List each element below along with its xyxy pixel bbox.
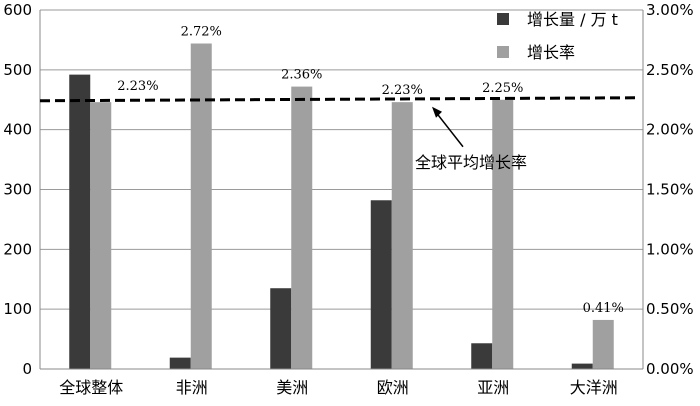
left-axis-ticks: 0 100 200 300 400 500 600 [3, 1, 32, 378]
data-label-rate: 2.36% [281, 68, 322, 83]
category-label: 全球整体 [59, 378, 123, 397]
data-labels: 2.23% 2.72% 2.36% 2.23% 2.25% 0.41% [117, 25, 624, 316]
bar-growth-rate [190, 43, 212, 370]
bar-growth-rate [492, 99, 514, 369]
category-label: 美洲 [276, 378, 308, 397]
category-label: 大洋洲 [570, 378, 618, 397]
category-label: 亚洲 [477, 378, 509, 397]
legend-label-rate: 增长率 [527, 43, 575, 62]
average-arrow [433, 109, 464, 148]
category-label: 非洲 [176, 378, 208, 397]
legend-swatch-rate [497, 46, 509, 58]
data-label-rate: 0.41% [583, 301, 624, 316]
right-tick-label: 2.00% [646, 121, 694, 139]
left-tick-label: 0 [22, 360, 32, 378]
axes [39, 10, 644, 370]
left-tick-label: 300 [3, 181, 32, 199]
bar-growth-amount [471, 343, 493, 369]
average-arrowhead [432, 106, 442, 118]
data-label-rate: 2.72% [181, 25, 222, 40]
category-label: 欧洲 [377, 378, 409, 397]
bar-growth-rate [291, 86, 313, 369]
data-label-rate: 2.25% [482, 81, 523, 96]
bar-growth-amount [169, 357, 191, 369]
right-tick-label: 1.00% [646, 240, 694, 258]
bars [69, 43, 614, 370]
left-tick-label: 400 [3, 121, 32, 139]
right-axis-ticks: 0.00% 0.50% 1.00% 1.50% 2.00% 2.50% 3.00% [646, 1, 694, 378]
average-label: 全球平均增长率 [415, 153, 527, 172]
legend: 增长量 / 万 t 增长率 [497, 10, 618, 62]
gridlines [40, 9, 643, 370]
legend-label-amount: 增长量 / 万 t [527, 10, 618, 29]
bar-growth-amount [370, 200, 392, 369]
left-tick-label: 600 [3, 1, 32, 19]
bar-growth-amount [270, 288, 292, 369]
average-dashed-line [39, 96, 639, 103]
average-reference: 全球平均增长率 [39, 96, 639, 172]
right-tick-label: 3.00% [646, 1, 694, 19]
category-labels: 全球整体 非洲 美洲 欧洲 亚洲 大洋洲 [59, 378, 618, 397]
right-tick-label: 0.00% [646, 360, 694, 378]
right-tick-label: 1.50% [646, 181, 694, 199]
data-label-rate: 2.23% [382, 83, 423, 98]
legend-swatch-amount [497, 13, 509, 25]
bar-growth-amount [571, 363, 593, 369]
right-tick-label: 0.50% [646, 300, 694, 318]
right-tick-label: 2.50% [646, 61, 694, 79]
bar-growth-rate [592, 319, 614, 369]
left-tick-label: 100 [3, 300, 32, 318]
left-tick-label: 200 [3, 240, 32, 258]
bar-growth-amount [69, 74, 91, 370]
bar-growth-rate [90, 102, 112, 369]
left-tick-label: 500 [3, 61, 32, 79]
bar-growth-rate [391, 102, 413, 369]
data-label-rate: 2.23% [117, 79, 158, 94]
